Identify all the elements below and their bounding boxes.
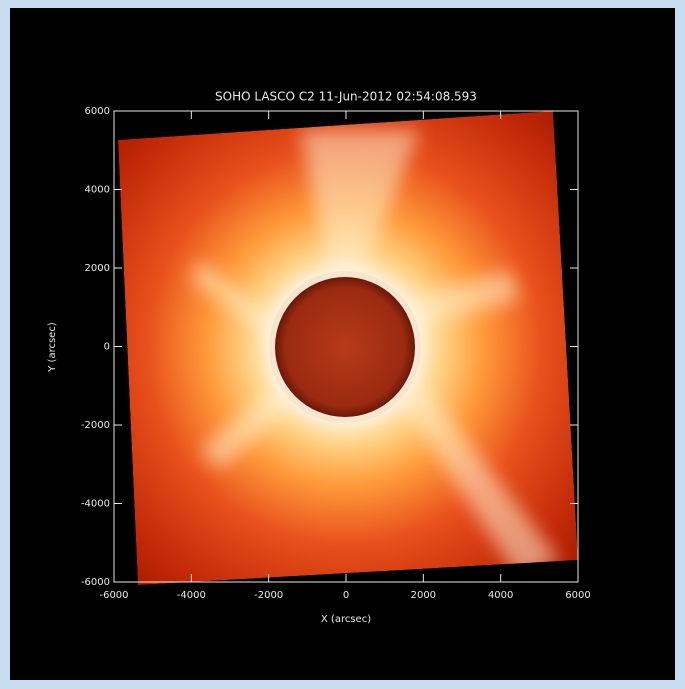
x-tick-label: 2000 (411, 590, 436, 601)
x-tick-label: 0 (343, 590, 349, 601)
y-tick-label: 6000 (85, 106, 110, 117)
y-axis-label: Y (arcsec) (47, 322, 58, 373)
y-tick-label: 2000 (85, 263, 110, 274)
y-tick-label: -4000 (81, 499, 110, 510)
y-tick-label: 0 (104, 342, 110, 353)
x-tick-label: -6000 (99, 590, 128, 601)
coronagraph-image (118, 111, 578, 585)
y-tick-label: 4000 (85, 185, 110, 196)
x-tick-label: 6000 (565, 590, 590, 601)
x-axis-label: X (arcsec) (321, 614, 371, 625)
x-tick-label: -4000 (177, 590, 206, 601)
x-tick-label: 4000 (488, 590, 513, 601)
chart-title: SOHO LASCO C2 11-Jun-2012 02:54:08.593 (215, 90, 477, 104)
y-tick-label: -6000 (81, 577, 110, 588)
y-tick-label: -2000 (81, 420, 110, 431)
x-tick-label: -2000 (254, 590, 283, 601)
